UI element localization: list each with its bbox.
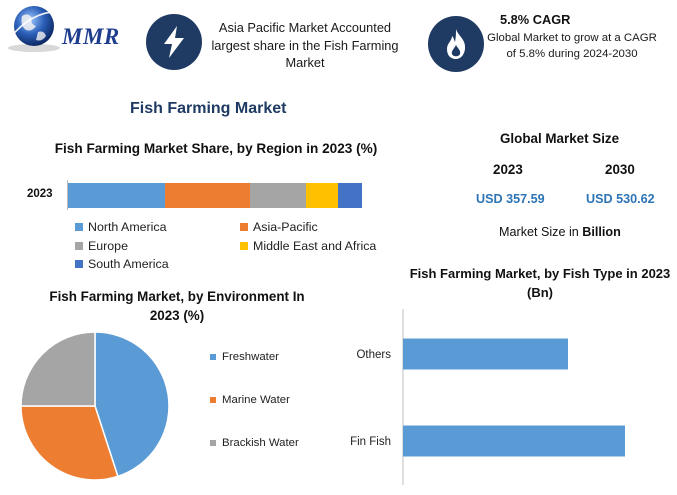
fish-type-label-others: Others	[356, 349, 391, 361]
region-stacked-bar	[68, 183, 362, 208]
region-chart-title: Fish Farming Market Share, by Region in …	[54, 141, 378, 156]
fish-type-bar-others	[403, 338, 568, 370]
legend-label: Freshwater	[222, 351, 279, 363]
legend-item-europe: Europe	[75, 238, 240, 254]
pie-slice-freshwater	[94, 331, 170, 478]
legend-swatch	[240, 241, 248, 250]
fish-type-chart-title: Fish Farming Market, by Fish Type in 202…	[409, 266, 671, 300]
legend-label: Marine Water	[222, 394, 290, 406]
header-card-2-badge	[428, 16, 484, 72]
legend-label: Asia-Pacific	[253, 220, 318, 234]
header-card-1-badge	[146, 14, 202, 70]
region-bar-segment-north-america	[68, 183, 166, 208]
legend-item-north-america: North America	[75, 219, 240, 235]
environment-pie-chart	[20, 331, 170, 481]
mmr-logo	[4, 4, 132, 56]
market-size-unit-prefix: Market Size in	[499, 225, 583, 239]
legend-label: North America	[88, 220, 167, 234]
legend-swatch	[210, 354, 216, 360]
market-size-unit: Market Size in Billion	[499, 225, 621, 239]
region-chart-axis	[67, 180, 68, 210]
region-bar-segment-middle-east-and-africa	[306, 183, 339, 208]
region-chart-category-label: 2023	[27, 188, 53, 200]
legend-swatch	[210, 440, 216, 446]
market-size-value-2030: USD 530.62	[586, 192, 655, 206]
page-title: Fish Farming Market	[130, 100, 287, 117]
legend-item-asia-pacific: Asia-Pacific	[240, 219, 405, 235]
region-bar-segment-asia-pacific	[165, 183, 251, 208]
legend-label: Europe	[88, 238, 128, 253]
flame-icon	[447, 29, 466, 59]
legend-swatch	[75, 260, 83, 268]
legend-item-freshwater: Freshwater	[210, 349, 299, 365]
region-bar-segment-south-america	[338, 183, 362, 208]
legend-swatch	[240, 223, 248, 231]
legend-label: Brackish Water	[222, 437, 299, 449]
legend-swatch	[75, 241, 83, 250]
globe-icon	[8, 6, 67, 52]
environment-chart-legend: Freshwater Marine Water Brackish Water	[210, 349, 299, 478]
region-bar-segment-europe	[250, 183, 307, 208]
legend-label: South America	[88, 257, 169, 271]
market-size-value-2023: USD 357.59	[476, 192, 545, 206]
environment-chart-title: Fish Farming Market, by Environment In 2…	[49, 289, 305, 323]
market-size-year-2023: 2023	[493, 162, 523, 177]
legend-swatch	[210, 397, 216, 403]
lightning-icon	[164, 26, 184, 58]
header-card-1-text: Asia Pacific Market Accounted largest sh…	[211, 20, 399, 70]
header-card-2-text: Global Market to grow at a CAGR of 5.8% …	[487, 32, 657, 60]
logo-text: MMR	[62, 24, 120, 49]
legend-item-middle-east-and-africa: Middle East and Africa	[240, 238, 405, 254]
pie-slice-marine-water	[20, 405, 119, 481]
legend-label: Middle East and Africa	[253, 238, 377, 253]
market-size-year-2030: 2030	[605, 162, 635, 177]
fish-type-label-fin-fish: Fin Fish	[350, 436, 391, 448]
fish-type-bar-fin-fish	[403, 425, 625, 457]
region-chart-legend: North America Asia-Pacific Europe Middle Ea…	[75, 219, 405, 272]
header-card-2-title: 5.8% CAGR	[500, 12, 571, 27]
legend-item-south-america: South America	[75, 256, 240, 272]
legend-item-marine-water: Marine Water	[210, 392, 299, 408]
pie-slice-brackish-water	[20, 331, 96, 407]
fish-type-bar-chart: Others Fin Fish	[350, 309, 625, 485]
legend-swatch	[75, 223, 83, 231]
legend-item-brackish-water: Brackish Water	[210, 435, 299, 451]
market-size-unit-bold: Billion	[582, 225, 621, 239]
global-market-size-title: Global Market Size	[500, 131, 620, 146]
